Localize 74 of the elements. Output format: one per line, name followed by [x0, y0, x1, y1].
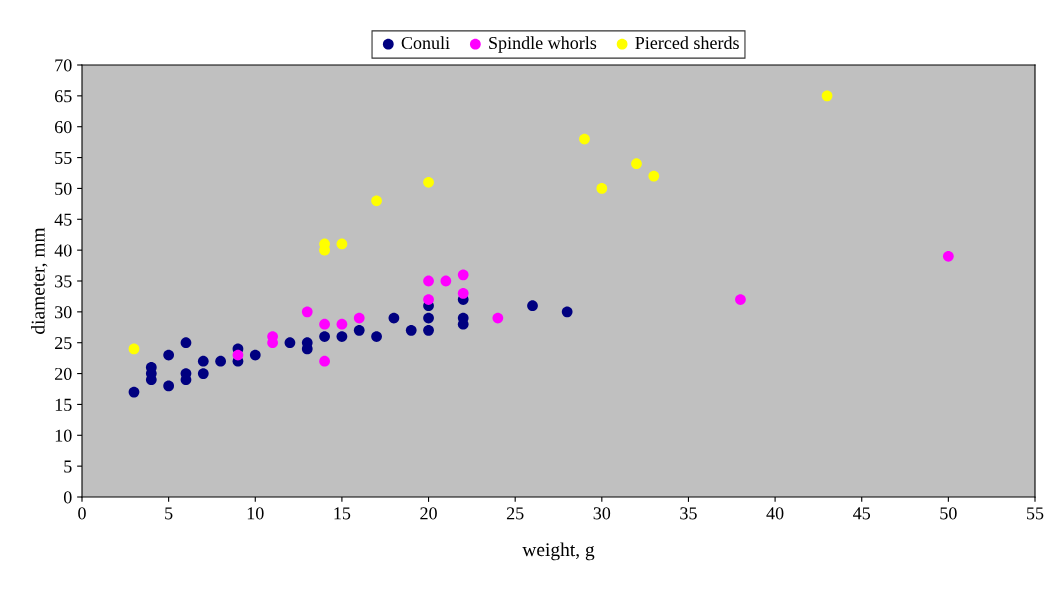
point: [128, 343, 140, 355]
x-tick-label: 30: [593, 507, 611, 520]
point: [561, 306, 573, 318]
point: [648, 170, 660, 182]
point: [492, 312, 504, 324]
x-axis-title: weight, g: [522, 542, 595, 561]
point: [821, 90, 833, 102]
y-tick-label: 60: [55, 120, 72, 134]
point: [215, 355, 226, 367]
point: [423, 275, 434, 287]
legend-label: Conuli: [401, 36, 450, 50]
y-tick-label: 15: [55, 398, 72, 411]
x-tick-label: 45: [853, 507, 871, 520]
point: [353, 312, 365, 324]
point: [249, 349, 261, 361]
point: [284, 337, 296, 349]
point: [336, 318, 348, 330]
y-tick-label: 5: [64, 460, 72, 473]
point: [942, 250, 954, 262]
point: [128, 386, 140, 398]
y-tick-label: 30: [55, 306, 72, 319]
point: [457, 287, 469, 299]
y-tick-label: 20: [55, 367, 72, 381]
point: [371, 331, 382, 342]
x-tick-label: 55: [1027, 507, 1044, 520]
point: [197, 355, 209, 367]
x-tick-label: 50: [940, 507, 957, 520]
point: [631, 158, 642, 170]
x-tick-label: 5: [165, 507, 173, 520]
x-tick-label: 15: [334, 507, 351, 520]
point: [197, 368, 209, 379]
point: [388, 312, 400, 324]
point: [163, 380, 175, 392]
legend-label: Spindle whorls: [489, 36, 597, 53]
point: [180, 337, 192, 349]
x-tick-label: 10: [247, 507, 264, 520]
point: [423, 176, 434, 188]
x-tick-label: 20: [420, 507, 437, 520]
point: [163, 349, 175, 361]
point: [405, 324, 417, 336]
point: [579, 133, 590, 145]
point: [440, 275, 452, 287]
point: [423, 324, 434, 336]
y-tick-label: 45: [54, 213, 72, 226]
y-axis-title: diameter, mm: [31, 227, 48, 334]
point: [423, 294, 434, 305]
y-tick-label: 70: [55, 59, 72, 72]
x-tick-label: 35: [680, 507, 697, 520]
y-tick-label: 35: [55, 275, 72, 288]
x-tick-label: 0: [78, 507, 86, 520]
point: [319, 355, 330, 367]
y-tick-label: 40: [54, 244, 72, 257]
y-tick-label: 0: [63, 491, 72, 504]
point: [353, 324, 365, 336]
x-tick-label: 25: [506, 507, 524, 520]
y-tick-label: 25: [55, 337, 72, 350]
legend-label: Pierced sherds: [635, 36, 739, 50]
point: [527, 300, 538, 312]
point: [457, 269, 469, 281]
point: [596, 183, 608, 194]
x-tick-label: 40: [766, 507, 784, 520]
point: [319, 318, 330, 330]
point: [336, 331, 348, 342]
y-tick-label: 55: [55, 152, 72, 165]
point: [423, 312, 434, 324]
point: [371, 195, 382, 207]
point: [319, 331, 330, 342]
point: [735, 294, 746, 305]
y-tick-label: 10: [55, 429, 72, 442]
point: [301, 306, 313, 318]
y-tick-label: 65: [55, 90, 72, 103]
point: [232, 349, 244, 361]
point: [336, 238, 348, 250]
y-tick-label: 50: [55, 182, 72, 195]
